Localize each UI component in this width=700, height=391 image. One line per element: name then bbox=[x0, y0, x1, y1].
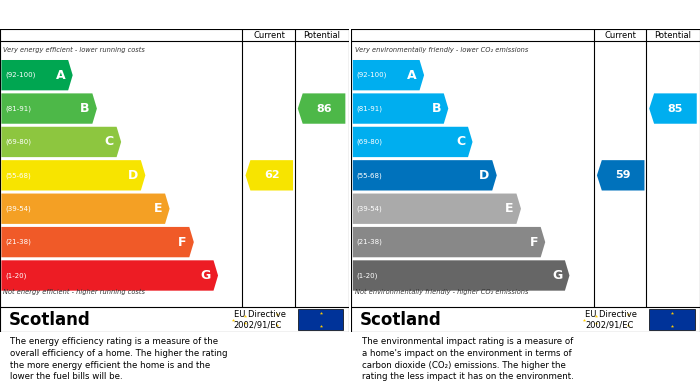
Text: (39-54): (39-54) bbox=[356, 205, 382, 212]
Polygon shape bbox=[1, 227, 194, 257]
Polygon shape bbox=[1, 127, 121, 157]
Text: 85: 85 bbox=[668, 104, 683, 113]
Text: Environmental Impact (CO₂) Rating: Environmental Impact (CO₂) Rating bbox=[362, 8, 624, 21]
Text: E: E bbox=[505, 202, 514, 215]
Text: (21-38): (21-38) bbox=[356, 239, 382, 246]
Text: Potential: Potential bbox=[303, 30, 340, 39]
Text: Scotland: Scotland bbox=[360, 310, 442, 329]
Text: The environmental impact rating is a measure of
a home's impact on the environme: The environmental impact rating is a mea… bbox=[362, 337, 573, 382]
Text: EU Directive
2002/91/EC: EU Directive 2002/91/EC bbox=[585, 310, 637, 329]
Polygon shape bbox=[246, 160, 293, 190]
Text: (55-68): (55-68) bbox=[5, 172, 31, 179]
Text: (92-100): (92-100) bbox=[356, 72, 387, 79]
Polygon shape bbox=[353, 60, 424, 90]
Text: (81-91): (81-91) bbox=[5, 105, 32, 112]
Text: (92-100): (92-100) bbox=[5, 72, 36, 79]
Polygon shape bbox=[597, 160, 645, 190]
Text: (21-38): (21-38) bbox=[5, 239, 31, 246]
Text: B: B bbox=[80, 102, 90, 115]
Bar bbox=[650, 309, 695, 330]
Text: C: C bbox=[456, 135, 466, 149]
Text: EU Directive
2002/91/EC: EU Directive 2002/91/EC bbox=[234, 310, 286, 329]
Text: E: E bbox=[154, 202, 162, 215]
Text: (1-20): (1-20) bbox=[356, 272, 378, 279]
Text: (55-68): (55-68) bbox=[356, 172, 382, 179]
Text: Very energy efficient - lower running costs: Very energy efficient - lower running co… bbox=[4, 47, 146, 54]
Text: D: D bbox=[128, 169, 138, 182]
Text: 59: 59 bbox=[615, 170, 631, 180]
Text: G: G bbox=[552, 269, 562, 282]
Text: G: G bbox=[200, 269, 211, 282]
Bar bbox=[298, 309, 344, 330]
Text: Scotland: Scotland bbox=[8, 310, 90, 329]
Text: A: A bbox=[407, 69, 416, 82]
Text: Potential: Potential bbox=[654, 30, 692, 39]
Text: Energy Efficiency Rating: Energy Efficiency Rating bbox=[10, 8, 194, 21]
Text: The energy efficiency rating is a measure of the
overall efficiency of a home. T: The energy efficiency rating is a measur… bbox=[10, 337, 228, 382]
Text: Current: Current bbox=[253, 30, 285, 39]
Text: F: F bbox=[178, 236, 186, 249]
Text: F: F bbox=[529, 236, 538, 249]
Polygon shape bbox=[1, 93, 97, 124]
Polygon shape bbox=[649, 93, 696, 124]
Polygon shape bbox=[353, 93, 448, 124]
Text: D: D bbox=[480, 169, 489, 182]
Text: (39-54): (39-54) bbox=[5, 205, 31, 212]
Polygon shape bbox=[1, 194, 169, 224]
Text: (1-20): (1-20) bbox=[5, 272, 27, 279]
Polygon shape bbox=[298, 93, 345, 124]
Text: Not energy efficient - higher running costs: Not energy efficient - higher running co… bbox=[4, 289, 146, 295]
Polygon shape bbox=[353, 227, 545, 257]
Text: 86: 86 bbox=[316, 104, 332, 113]
Text: 62: 62 bbox=[264, 170, 279, 180]
Polygon shape bbox=[353, 194, 521, 224]
Polygon shape bbox=[1, 60, 73, 90]
Polygon shape bbox=[353, 127, 473, 157]
Text: (69-80): (69-80) bbox=[356, 139, 383, 145]
Polygon shape bbox=[1, 260, 218, 291]
Text: Not environmentally friendly - higher CO₂ emissions: Not environmentally friendly - higher CO… bbox=[355, 289, 528, 295]
Text: B: B bbox=[431, 102, 441, 115]
Text: (81-91): (81-91) bbox=[356, 105, 383, 112]
Text: C: C bbox=[105, 135, 114, 149]
Polygon shape bbox=[353, 260, 569, 291]
Polygon shape bbox=[353, 160, 497, 190]
Text: A: A bbox=[56, 69, 65, 82]
Text: (69-80): (69-80) bbox=[5, 139, 32, 145]
Polygon shape bbox=[1, 160, 146, 190]
Text: Current: Current bbox=[605, 30, 636, 39]
Text: Very environmentally friendly - lower CO₂ emissions: Very environmentally friendly - lower CO… bbox=[355, 47, 528, 54]
